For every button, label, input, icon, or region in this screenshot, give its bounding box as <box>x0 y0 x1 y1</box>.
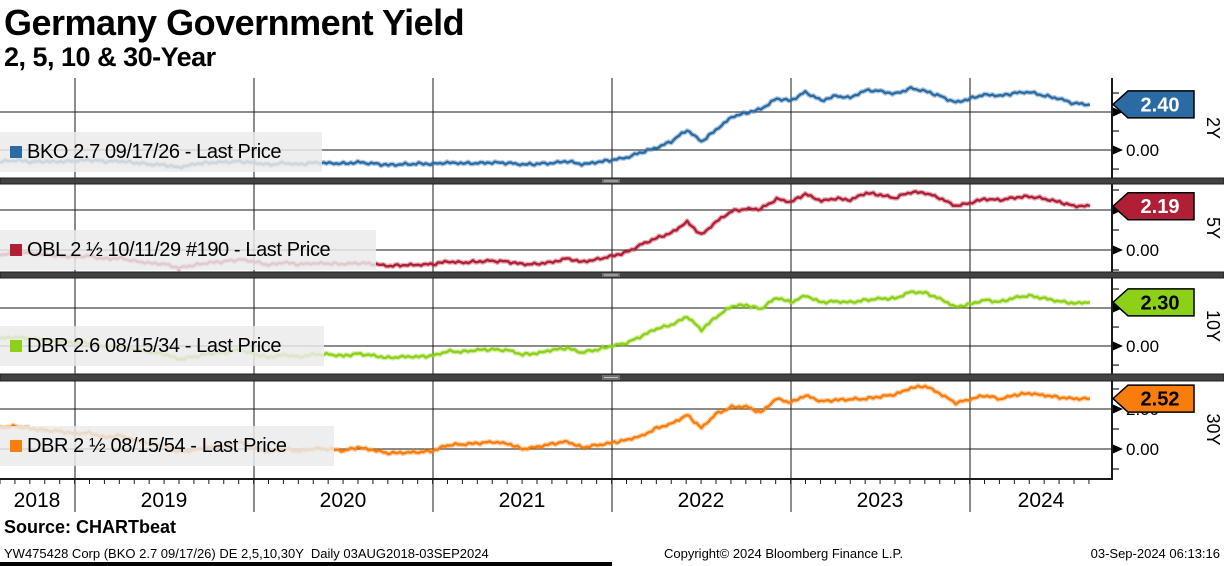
x-tick-label: 2018 <box>14 489 61 512</box>
chart-subtitle: 2, 5, 10 & 30-Year <box>4 42 216 72</box>
panel-tenor-label-2Y: 2Y <box>1203 117 1223 139</box>
y-tick-label: 0.00 <box>1126 241 1159 260</box>
gridline-arrow <box>1113 303 1123 313</box>
last-price-value: 2.52 <box>1141 389 1180 411</box>
gridline-arrow <box>1113 404 1123 414</box>
x-tick-label: 2019 <box>141 489 188 512</box>
x-tick-label: 2021 <box>499 489 546 512</box>
x-tick-label: 2020 <box>320 489 367 512</box>
page-title: Germany Government Yield <box>4 2 465 43</box>
footer-security-info: YW475428 Corp (BKO 2.7 09/17/26) DE 2,5,… <box>4 546 489 561</box>
gridline-arrow <box>1113 341 1123 351</box>
legend-30Y[interactable]: DBR 2 ½ 08/15/54 - Last Price <box>0 426 334 466</box>
legend-swatch-icon <box>10 146 22 158</box>
last-price-tag-30Y[interactable] <box>1111 384 1195 413</box>
legend-10Y[interactable]: DBR 2.6 08/15/34 - Last Price <box>0 326 324 366</box>
footer-timestamp: 03-Sep-2024 06:13:16 <box>1090 546 1220 561</box>
legend-label: DBR 2.6 08/15/34 - Last Price <box>27 334 282 357</box>
source-label: Source: CHARTbeat <box>4 517 177 537</box>
y-tick-label: 0.00 <box>1126 337 1159 356</box>
y-tick-label: 0.00 <box>1126 141 1159 160</box>
footer-copyright: Copyright© 2024 Bloomberg Finance L.P. <box>664 546 904 561</box>
last-price-tag-5Y[interactable] <box>1111 191 1195 221</box>
legend-label: DBR 2 ½ 08/15/54 - Last Price <box>27 434 287 457</box>
x-tick-label: 2022 <box>678 489 725 512</box>
gridline-arrow <box>1113 444 1123 454</box>
last-price-value: 2.30 <box>1141 292 1180 314</box>
legend-2Y[interactable]: BKO 2.7 09/17/26 - Last Price <box>0 132 322 172</box>
last-price-tag-10Y[interactable] <box>1111 288 1195 317</box>
panel-tenor-label-10Y: 10Y <box>1203 310 1223 342</box>
gridline-arrow <box>1113 145 1123 155</box>
legend-5Y[interactable]: OBL 2 ½ 10/11/29 #190 - Last Price <box>0 230 376 270</box>
last-price-tag-2Y[interactable] <box>1111 90 1195 119</box>
legend-swatch-icon <box>10 340 22 352</box>
last-price-value: 2.19 <box>1141 196 1180 218</box>
bottom-window-edge <box>0 562 612 566</box>
y-tick-label: 0.00 <box>1126 440 1159 459</box>
panel-tenor-label-5Y: 5Y <box>1203 217 1223 239</box>
legend-swatch-icon <box>10 440 22 452</box>
legend-label: BKO 2.7 09/17/26 - Last Price <box>27 140 282 163</box>
gridline-arrow <box>1113 245 1123 255</box>
legend-swatch-icon <box>10 244 22 256</box>
panel-tenor-label-30Y: 30Y <box>1203 413 1223 445</box>
last-price-value: 2.40 <box>1141 94 1180 116</box>
x-tick-label: 2023 <box>857 489 904 512</box>
gridline-arrow <box>1113 107 1123 117</box>
x-tick-label: 2024 <box>1018 489 1065 512</box>
legend-label: OBL 2 ½ 10/11/29 #190 - Last Price <box>27 238 331 261</box>
